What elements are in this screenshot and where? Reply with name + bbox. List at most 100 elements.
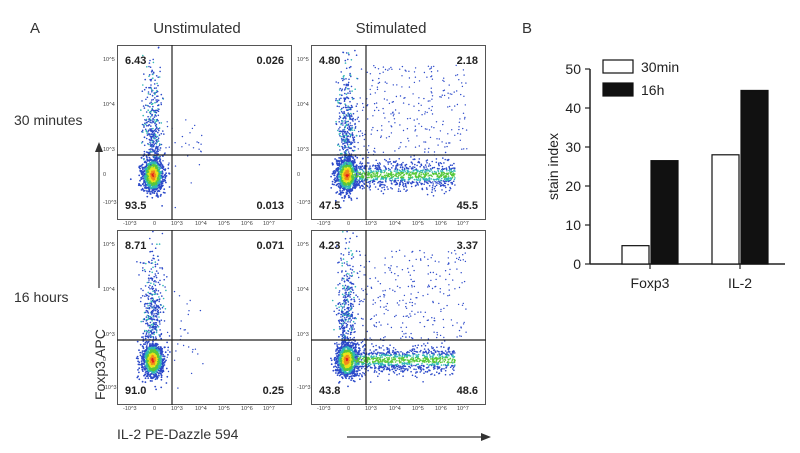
event-dot: [412, 172, 414, 174]
event-dot: [349, 124, 351, 127]
event-dot: [144, 354, 147, 356]
event-dot: [394, 150, 396, 152]
event-dot: [145, 168, 148, 170]
event-dot: [346, 163, 348, 165]
event-dot: [152, 139, 154, 142]
event-dot: [339, 126, 341, 129]
event-dot: [433, 171, 436, 173]
event-dot: [458, 128, 460, 131]
event-dot: [347, 109, 349, 112]
event-dot: [149, 143, 152, 145]
event-dot: [442, 180, 445, 182]
event-dot: [156, 177, 159, 180]
event-dot: [369, 171, 372, 173]
event-dot: [148, 182, 151, 185]
event-dot: [355, 171, 358, 173]
event-dot: [151, 285, 154, 288]
event-dot: [149, 318, 152, 320]
event-dot: [142, 355, 145, 358]
event-dot: [147, 354, 149, 357]
event-dot: [426, 128, 428, 130]
event-dot: [157, 131, 159, 134]
event-dot: [142, 332, 145, 335]
event-dot: [350, 112, 352, 115]
event-dot: [153, 180, 156, 183]
event-dot: [334, 177, 336, 180]
event-dot: [161, 351, 163, 354]
event-dot: [428, 163, 431, 165]
event-dot: [376, 164, 379, 167]
event-dot: [156, 349, 159, 352]
event-dot: [148, 348, 151, 351]
event-dot: [432, 195, 435, 197]
event-dot: [162, 311, 165, 313]
event-dot: [369, 185, 371, 188]
event-dot: [431, 160, 433, 163]
event-dot: [154, 142, 157, 144]
event-dot: [447, 92, 449, 94]
event-dot: [153, 192, 155, 194]
event-dot: [377, 188, 379, 190]
event-dot: [347, 81, 350, 84]
event-dot: [342, 164, 344, 166]
event-dot: [383, 176, 385, 178]
event-dot: [390, 132, 393, 134]
event-dot: [393, 170, 396, 172]
x-tick-label: 10^7: [457, 221, 469, 227]
event-dot: [403, 188, 405, 190]
event-dot: [438, 180, 440, 183]
event-dot: [452, 172, 455, 175]
event-dot: [359, 165, 361, 168]
event-dot: [161, 371, 164, 374]
event-dot: [404, 69, 406, 71]
event-dot: [168, 172, 170, 175]
event-dot: [147, 318, 149, 321]
event-dot: [146, 314, 149, 317]
event-dot: [148, 65, 150, 68]
event-dot: [338, 105, 340, 108]
event-dot: [159, 66, 161, 69]
event-dot: [155, 276, 158, 279]
event-dot: [350, 147, 352, 149]
event-dot: [145, 155, 148, 157]
event-dot: [339, 187, 341, 190]
event-dot: [159, 163, 162, 166]
event-dot: [147, 93, 150, 95]
event-dot: [351, 189, 354, 192]
event-dot: [138, 378, 141, 381]
event-dot: [164, 173, 167, 176]
event-dot: [404, 170, 406, 173]
event-dot: [408, 103, 410, 106]
event-dot: [457, 132, 459, 135]
event-dot: [147, 297, 149, 299]
event-dot: [146, 372, 148, 375]
event-dot: [447, 133, 449, 135]
event-dot: [156, 190, 159, 193]
event-dot: [348, 196, 351, 199]
event-dot: [149, 351, 152, 354]
event-dot: [377, 182, 379, 184]
event-dot: [369, 183, 371, 185]
event-dot: [366, 149, 369, 151]
event-dot: [443, 178, 446, 181]
event-dot: [430, 109, 433, 112]
event-dot: [449, 169, 451, 171]
event-dot: [405, 172, 407, 175]
event-dot: [334, 181, 336, 184]
event-dot: [375, 102, 378, 104]
event-dot: [148, 270, 151, 273]
event-dot: [157, 367, 160, 370]
event-dot: [144, 285, 147, 287]
event-dot: [406, 189, 408, 191]
event-dot: [158, 129, 160, 132]
event-dot: [361, 169, 364, 171]
event-dot: [387, 167, 390, 170]
event-dot: [438, 179, 440, 181]
event-dot: [155, 87, 157, 89]
event-dot: [156, 371, 159, 374]
event-dot: [153, 283, 155, 285]
event-dot: [152, 168, 155, 171]
event-dot: [373, 183, 375, 185]
event-dot: [378, 109, 380, 112]
event-dot: [145, 86, 147, 89]
